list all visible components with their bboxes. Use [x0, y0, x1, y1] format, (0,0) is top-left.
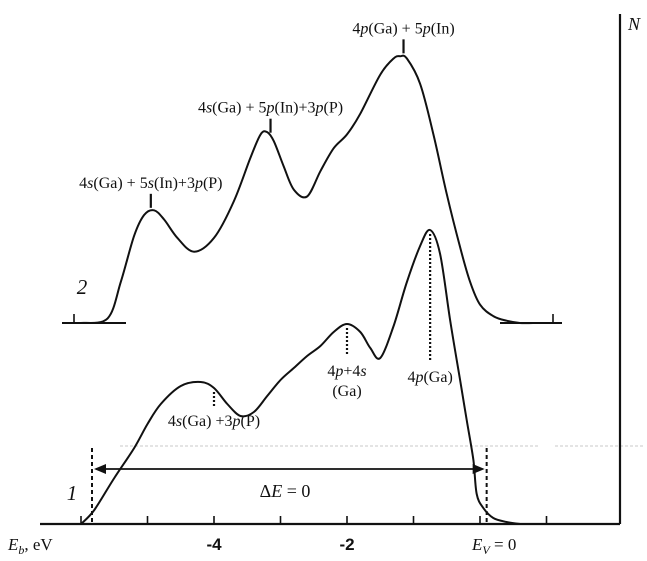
ev-zero-label: EV = 0 — [471, 535, 516, 556]
x-ticks — [80, 516, 548, 524]
x-axis-label: Eb, eV — [7, 535, 53, 556]
misc-labels: 2 1 ΔE = 0 Eb, eV EV = 0 N — [7, 14, 641, 557]
annotation-label: 4s(Ga) + 5p(In)+3p(P) — [198, 100, 343, 117]
annotation-label-line2: (Ga) — [332, 383, 361, 400]
delta-arrow-right-head — [472, 464, 485, 474]
x-tick-label: -2 — [339, 535, 354, 554]
curve-1-label: 1 — [67, 481, 78, 505]
x-tick-label: -4 — [206, 535, 222, 554]
y-axis-label: N — [627, 14, 641, 34]
annotations: 4p(Ga) + 5p(In) 4s(Ga) + 5p(In)+3p(P) 4s(G… — [79, 20, 455, 430]
annotation-label: 4p(Ga) — [407, 369, 452, 386]
annotation-label: 4s(Ga) + 5s(In)+3p(P) — [79, 175, 222, 192]
annotation-label: 4s(Ga) +3p(P) — [168, 413, 260, 430]
delta-arrow-left-head — [94, 464, 106, 474]
series — [62, 54, 562, 525]
axes — [40, 14, 622, 526]
series-2-line — [80, 54, 547, 325]
annotation-label: 4p(Ga) + 5p(In) — [352, 20, 454, 37]
annotation-label: 4p+4s — [327, 363, 366, 380]
x-tick-labels: -4 -2 — [206, 535, 354, 554]
delta-label: ΔE = 0 — [260, 481, 311, 501]
series-1-line — [80, 228, 521, 525]
curve-2-label: 2 — [77, 275, 88, 299]
